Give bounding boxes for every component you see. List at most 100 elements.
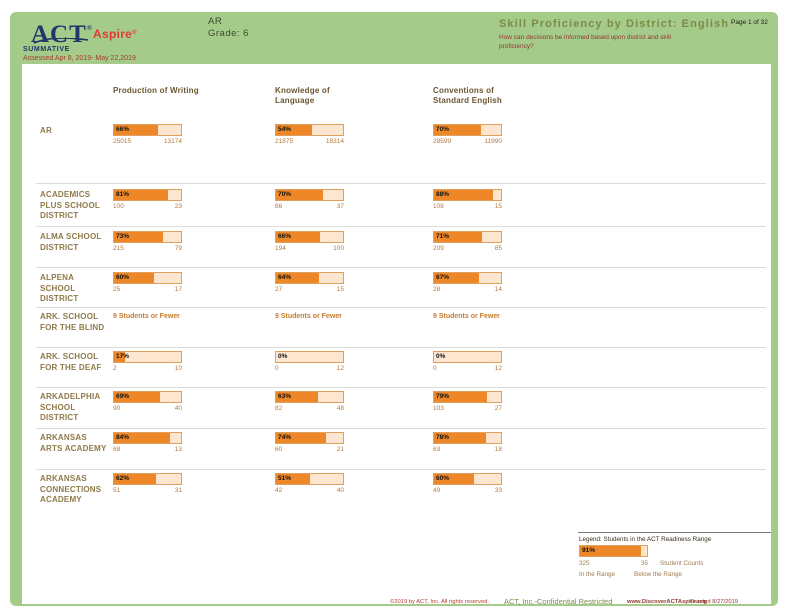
percent-label: 63% (278, 393, 292, 400)
skill-cell: 17% 2 10 (113, 351, 182, 372)
percent-label: 69% (116, 393, 130, 400)
bar-fill (580, 546, 641, 556)
below-range-count: 37 (336, 203, 344, 210)
skill-cell: 70% 28599 11990 (433, 124, 502, 145)
legend-count-row: 325 35 (579, 560, 648, 567)
count-row: 27 15 (275, 286, 344, 293)
count-row: 63 18 (433, 446, 502, 453)
footer-created-date: Created 8/27/2019 (690, 599, 739, 605)
count-row: 2 10 (113, 365, 182, 372)
skill-cell: 69% 90 40 (113, 391, 182, 412)
row-label: ARKANSAS CONNECTIONS ACADEMY (40, 474, 102, 504)
proficiency-bar: 84% (113, 432, 182, 444)
percent-label: 79% (436, 393, 450, 400)
below-range-count: 13 (174, 446, 182, 453)
below-range-count: 18 (494, 446, 502, 453)
count-row: 194 100 (275, 245, 344, 252)
proficiency-bar: 0% (433, 351, 502, 363)
skill-cell: 64% 27 15 (275, 272, 344, 293)
in-range-count: 49 (433, 487, 441, 494)
percent-label: 60% (436, 475, 450, 482)
bar-fill (276, 273, 319, 283)
percent-label: 91% (582, 547, 596, 554)
column-header-knowledge-of-language: Knowledge of Language (275, 86, 330, 105)
bar-fill (276, 433, 326, 443)
row-divider (36, 469, 766, 470)
count-row: 209 85 (433, 245, 502, 252)
in-range-count: 108 (433, 203, 444, 210)
skill-cell: 62% 51 31 (113, 473, 182, 494)
proficiency-bar: 66% (113, 124, 182, 136)
below-range-count: 21 (336, 446, 344, 453)
count-row: 28 14 (433, 286, 502, 293)
grade-label: Grade: 6 (208, 28, 249, 39)
bar-fill (114, 433, 171, 443)
below-range-count: 12 (336, 365, 344, 372)
bar-fill (114, 474, 156, 484)
percent-label: 70% (278, 191, 292, 198)
count-row: 28599 11990 (433, 138, 502, 145)
percent-label: 0% (278, 353, 288, 360)
percent-label: 54% (278, 126, 292, 133)
proficiency-bar: 81% (113, 189, 182, 201)
skill-cell: 88% 108 15 (433, 189, 502, 210)
below-range-count: 15 (336, 286, 344, 293)
in-range-count: 21875 (275, 138, 294, 145)
skill-cell: 63% 82 48 (275, 391, 344, 412)
in-range-count: 28 (433, 286, 441, 293)
below-range-count: 15 (494, 203, 502, 210)
skill-cell: 0% 0 12 (275, 351, 344, 372)
row-divider (36, 183, 766, 184)
percent-label: 0% (436, 353, 446, 360)
bar-fill (114, 125, 159, 135)
proficiency-bar: 71% (433, 231, 502, 243)
proficiency-bar: 88% (433, 189, 502, 201)
row-label: ARKANSAS ARTS ACADEMY (40, 433, 107, 453)
row-label: ACADEMICS PLUS SCHOOL DISTRICT (40, 190, 100, 220)
bar-fill (114, 273, 155, 283)
skill-cell: 70% 86 37 (275, 189, 344, 210)
count-row: 215 79 (113, 245, 182, 252)
in-range-count: 82 (275, 405, 283, 412)
below-range-count: 85 (494, 245, 502, 252)
row-label: ARK. SCHOOL FOR THE DEAF (40, 352, 102, 372)
below-range-count: 23 (174, 203, 182, 210)
percent-label: 81% (116, 191, 130, 198)
registered-mark-icon: ® (86, 24, 94, 32)
in-range-count: 60 (275, 446, 283, 453)
count-row: 60 21 (275, 446, 344, 453)
in-range-count: 42 (275, 487, 283, 494)
below-range-count: 10 (174, 365, 182, 372)
in-range-count: 51 (113, 487, 121, 494)
percent-label: 78% (436, 434, 450, 441)
count-row: 0 12 (275, 365, 344, 372)
skill-cell: 60% 25 17 (113, 272, 182, 293)
below-range-count: 35 (640, 560, 648, 567)
row-divider (36, 307, 766, 308)
skill-cell: 60% 49 33 (433, 473, 502, 494)
column-header-production-of-writing: Production of Writing (113, 86, 199, 95)
in-range-count: 2 (113, 365, 117, 372)
proficiency-bar: 62% (113, 473, 182, 485)
percent-label: 66% (116, 126, 130, 133)
proficiency-bar: 63% (275, 391, 344, 403)
skill-cell: 54% 21875 18314 (275, 124, 344, 145)
row-divider (36, 226, 766, 227)
proficiency-bar: 51% (275, 473, 344, 485)
bar-fill (276, 474, 311, 484)
proficiency-bar: 74% (275, 432, 344, 444)
aspire-logo: Aspire® (93, 27, 137, 41)
in-range-count: 325 (579, 560, 590, 567)
proficiency-bar: 70% (433, 124, 502, 136)
assessment-window: Assessed Apr 8, 2019- May 22,2019 (23, 55, 136, 62)
suppressed-data-note: 9 Students or Fewer (275, 313, 342, 320)
row-label: AR (40, 126, 52, 135)
row-divider (36, 267, 766, 268)
bar-fill (434, 125, 481, 135)
row-divider (36, 347, 766, 348)
percent-label: 17% (116, 353, 130, 360)
proficiency-bar: 91% (579, 545, 648, 557)
bar-fill (114, 392, 161, 402)
in-range-count: 25015 (113, 138, 132, 145)
percent-label: 84% (116, 434, 130, 441)
